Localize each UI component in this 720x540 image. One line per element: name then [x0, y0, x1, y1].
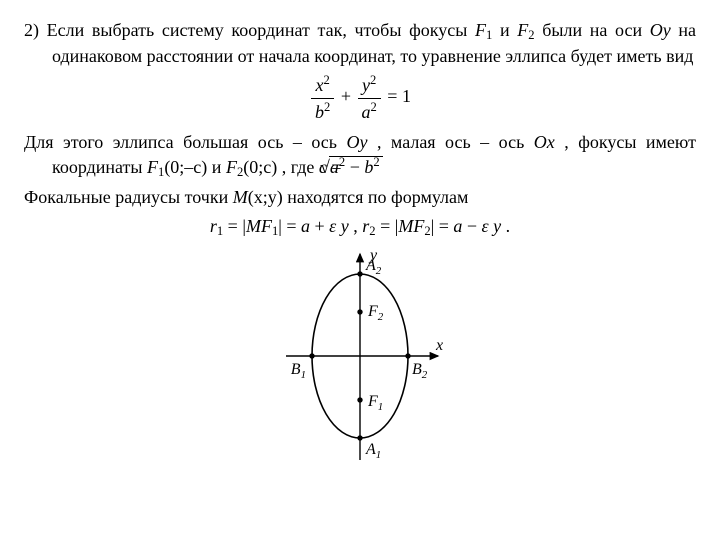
minus: −	[467, 216, 482, 236]
text: и	[500, 20, 517, 40]
var-F1: F	[475, 20, 486, 40]
den: b	[315, 102, 324, 122]
exp: 2	[324, 73, 330, 87]
var-r1: r	[210, 216, 217, 236]
eq: =	[286, 216, 301, 236]
plus: +	[341, 86, 351, 106]
var-F2: F	[517, 20, 528, 40]
text: находятся по формулам	[287, 187, 468, 207]
var-y: y	[341, 216, 349, 236]
svg-text:A2: A2	[365, 257, 382, 277]
svg-text:A1: A1	[365, 441, 381, 461]
var-a: a	[453, 216, 462, 236]
coord: (x;y)	[248, 187, 283, 207]
exp: 2	[371, 100, 377, 114]
abs-F: F	[413, 216, 424, 236]
sub: 2	[424, 224, 430, 238]
sub: 1	[486, 28, 492, 42]
abs-M: M	[398, 216, 413, 236]
plus: +	[315, 216, 330, 236]
eq: =	[439, 216, 454, 236]
eq: =	[228, 216, 243, 236]
text: Для этого эллипса большая ось – ось	[24, 132, 346, 152]
sub: 1	[272, 224, 278, 238]
var-M: M	[233, 187, 248, 207]
text: , где	[282, 157, 319, 177]
svg-text:F2: F2	[367, 303, 384, 323]
svg-text:B1: B1	[291, 361, 306, 381]
sub: 2	[369, 224, 375, 238]
num: y	[362, 75, 370, 95]
fraction-2: y2 a2	[358, 72, 381, 123]
var-a: a	[301, 216, 310, 236]
sub: 1	[217, 224, 223, 238]
exp: 2	[324, 100, 330, 114]
focal-radii-equation: r1 = |MF1| = a + ε y , r2 = |MF2| = a − …	[24, 214, 696, 240]
var-y: y	[493, 216, 501, 236]
eq: =	[380, 216, 395, 236]
text: 2) Если выбрать систему координат так, ч…	[24, 20, 475, 40]
coord: (0;–c)	[164, 157, 207, 177]
text: и	[212, 157, 226, 177]
text: , малая ось – ось	[377, 132, 534, 152]
sqrt: a2 − b2	[348, 154, 383, 179]
var-eps: ε	[482, 216, 494, 236]
ellipse-svg: yxA2A1B1B2F2F1	[260, 246, 460, 476]
svg-text:F1: F1	[367, 393, 383, 413]
coord: (0;c)	[243, 157, 277, 177]
svg-text:B2: B2	[412, 361, 428, 381]
ellipse-diagram: yxA2A1B1B2F2F1	[24, 246, 696, 482]
rad-b: b	[364, 157, 373, 177]
fraction-1: x2 b2	[311, 72, 334, 123]
var-F1: F	[147, 157, 158, 177]
comma: ,	[353, 216, 362, 236]
exp: 2	[370, 73, 376, 87]
axis-Oy: Oy	[346, 132, 367, 152]
axis-Oy: Oy	[650, 20, 671, 40]
rad-a: a	[330, 157, 339, 177]
intro-paragraph: 2) Если выбрать систему координат так, ч…	[24, 18, 696, 68]
text: были на оси	[542, 20, 650, 40]
var-eps: ε	[329, 216, 341, 236]
svg-text:x: x	[435, 337, 443, 354]
axes-paragraph: Для этого эллипса большая ось – ось Oy ,…	[24, 130, 696, 181]
period: .	[506, 216, 511, 236]
equals-one: = 1	[387, 86, 411, 106]
exp: 2	[373, 155, 379, 169]
minus: −	[345, 157, 364, 177]
ellipse-equation: x2 b2 + y2 a2 = 1	[24, 72, 696, 123]
num: x	[316, 75, 324, 95]
var-F2: F	[226, 157, 237, 177]
text: Фокальные радиусы точки	[24, 187, 233, 207]
den: a	[362, 102, 371, 122]
abs-F: F	[261, 216, 272, 236]
abs-M: M	[246, 216, 261, 236]
sub: 2	[528, 28, 534, 42]
focal-radii-paragraph: Фокальные радиусы точки M(x;y) находятся…	[24, 185, 696, 209]
axis-Ox: Ox	[534, 132, 555, 152]
